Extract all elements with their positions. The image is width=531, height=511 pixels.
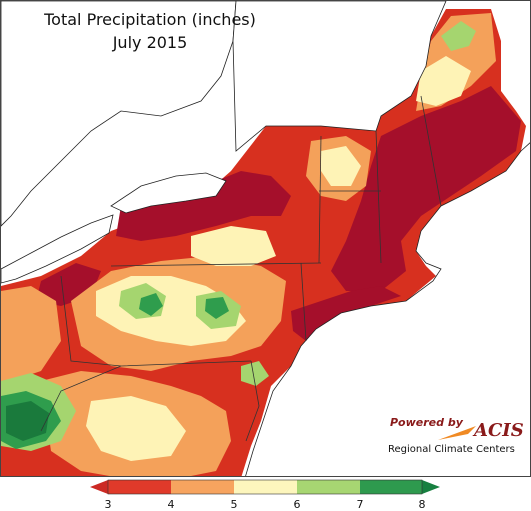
green-zone-pa: [139, 293, 163, 316]
lake-erie: [1, 214, 114, 284]
legend-swatch-6-7: [297, 480, 360, 494]
dark-green-zone-southwest: [6, 401, 49, 441]
canada-region: [232, 1, 447, 152]
legend-swatch-7-8: [360, 480, 422, 494]
legend-tick-6: 6: [293, 498, 301, 511]
legend-tick-4: 4: [167, 498, 175, 511]
legend-tick-3: 3: [104, 498, 112, 511]
legend-swatch-5-6: [234, 480, 297, 494]
color-legend: 3 4 5 6 7 8: [90, 478, 440, 511]
light-green-zone-maine-north: [441, 21, 476, 51]
legend-bar: [90, 479, 440, 495]
yellow-zone-maine: [416, 56, 471, 106]
orange-zone-southwest: [1, 286, 61, 386]
legend-arrow-above: [422, 480, 440, 494]
deep-red-zone-ny: [116, 171, 291, 241]
legend-tick-8: 8: [418, 498, 426, 511]
legend-tick-5: 5: [230, 498, 238, 511]
map-subtitle: July 2015: [112, 33, 188, 52]
acis-logo-text: ACIS: [474, 420, 524, 441]
legend-swatch-4-5: [171, 480, 234, 494]
regional-climate-centers-label: Regional Climate Centers: [388, 444, 515, 455]
precipitation-map[interactable]: [0, 0, 531, 477]
legend-tick-7: 7: [356, 498, 364, 511]
lake-ontario: [110, 172, 227, 214]
yellow-zone-ny-south: [191, 226, 276, 266]
map-canvas: [1, 1, 530, 476]
deep-red-zone-new-england: [331, 86, 521, 291]
yellow-zone-vt: [321, 146, 361, 186]
atlantic-ocean: [245, 142, 530, 476]
map-title: Total Precipitation (inches): [44, 10, 256, 29]
acis-swoosh-icon: [438, 426, 476, 440]
legend-arrow-below: [90, 480, 108, 494]
legend-swatch-3-4: [108, 480, 171, 494]
powered-by-label: Powered by: [390, 416, 463, 429]
acis-credit[interactable]: Powered by ACIS Regional Climate Centers: [384, 412, 524, 462]
light-green-zone-md: [241, 361, 269, 386]
green-zone-pa-east: [205, 297, 229, 319]
state-boundaries: [40, 95, 442, 442]
yellow-zone-south: [86, 396, 186, 461]
